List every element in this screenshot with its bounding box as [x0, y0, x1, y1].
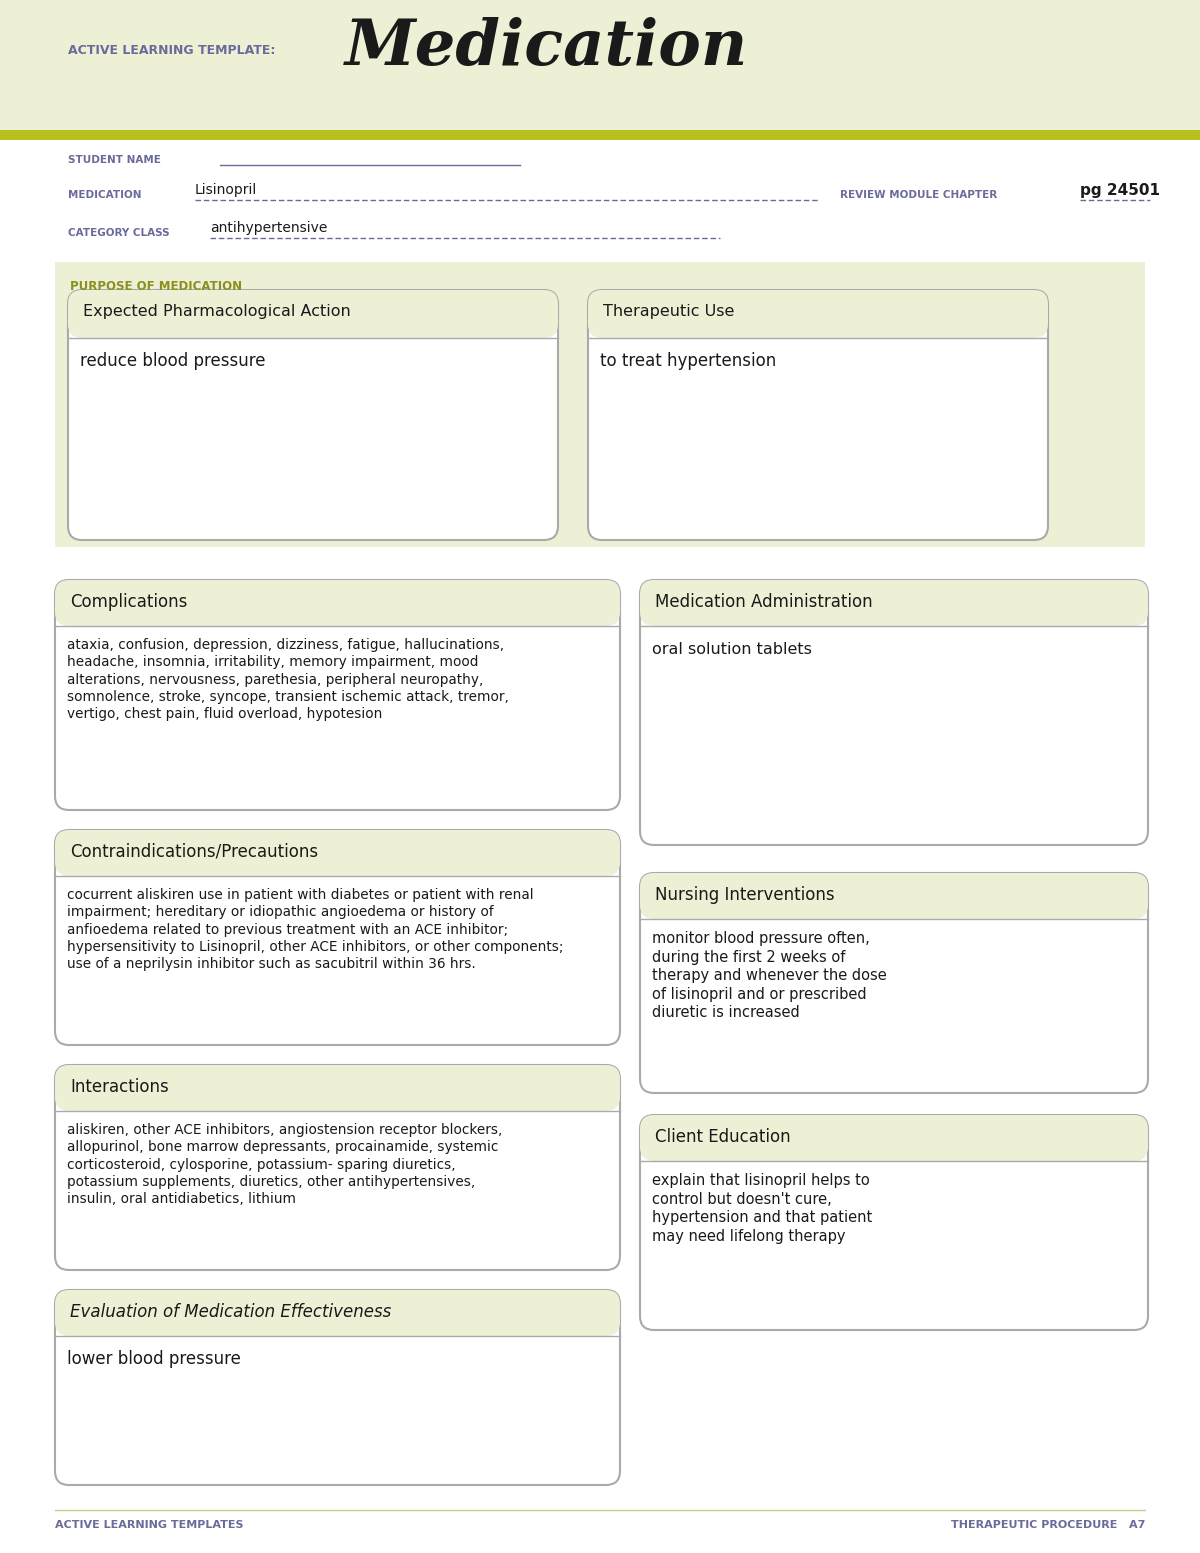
FancyBboxPatch shape — [0, 130, 1200, 140]
FancyBboxPatch shape — [640, 1115, 1148, 1329]
Text: to treat hypertension: to treat hypertension — [600, 353, 776, 370]
Text: Interactions: Interactions — [70, 1078, 169, 1096]
FancyBboxPatch shape — [640, 579, 1148, 626]
Text: aliskiren, other ACE inhibitors, angiostension receptor blockers,
allopurinol, b: aliskiren, other ACE inhibitors, angiost… — [67, 1123, 503, 1207]
FancyBboxPatch shape — [588, 290, 1048, 339]
FancyBboxPatch shape — [588, 290, 1048, 540]
FancyBboxPatch shape — [640, 579, 1148, 845]
Text: Contraindications/Precautions: Contraindications/Precautions — [70, 843, 318, 860]
FancyBboxPatch shape — [640, 873, 1148, 919]
Text: oral solution tablets: oral solution tablets — [652, 641, 812, 657]
FancyBboxPatch shape — [55, 262, 1145, 547]
Text: Medication Administration: Medication Administration — [655, 593, 872, 610]
FancyBboxPatch shape — [640, 873, 1148, 1093]
Text: Therapeutic Use: Therapeutic Use — [604, 304, 734, 318]
Text: Client Education: Client Education — [655, 1127, 791, 1146]
FancyBboxPatch shape — [55, 1291, 620, 1336]
Text: Expected Pharmacological Action: Expected Pharmacological Action — [83, 304, 350, 318]
FancyBboxPatch shape — [68, 290, 558, 540]
Text: STUDENT NAME: STUDENT NAME — [68, 155, 161, 165]
FancyBboxPatch shape — [0, 0, 1200, 130]
FancyBboxPatch shape — [55, 829, 620, 1045]
FancyBboxPatch shape — [55, 1291, 620, 1485]
Text: REVIEW MODULE CHAPTER: REVIEW MODULE CHAPTER — [840, 189, 997, 200]
Text: Evaluation of Medication Effectiveness: Evaluation of Medication Effectiveness — [70, 1303, 391, 1322]
Text: CATEGORY CLASS: CATEGORY CLASS — [68, 228, 169, 238]
Text: ACTIVE LEARNING TEMPLATES: ACTIVE LEARNING TEMPLATES — [55, 1520, 244, 1530]
Text: PURPOSE OF MEDICATION: PURPOSE OF MEDICATION — [70, 280, 242, 294]
Text: ACTIVE LEARNING TEMPLATE:: ACTIVE LEARNING TEMPLATE: — [68, 43, 275, 56]
Text: Complications: Complications — [70, 593, 187, 610]
Text: explain that lisinopril helps to
control but doesn't cure,
hypertension and that: explain that lisinopril helps to control… — [652, 1173, 872, 1244]
Text: THERAPEUTIC PROCEDURE   A7: THERAPEUTIC PROCEDURE A7 — [950, 1520, 1145, 1530]
FancyBboxPatch shape — [55, 829, 620, 876]
Text: Nursing Interventions: Nursing Interventions — [655, 887, 835, 904]
FancyBboxPatch shape — [55, 1065, 620, 1110]
Text: monitor blood pressure often,
during the first 2 weeks of
therapy and whenever t: monitor blood pressure often, during the… — [652, 930, 887, 1020]
Text: lower blood pressure: lower blood pressure — [67, 1350, 241, 1368]
Text: ataxia, confusion, depression, dizziness, fatigue, hallucinations,
headache, ins: ataxia, confusion, depression, dizziness… — [67, 638, 509, 721]
FancyBboxPatch shape — [55, 1065, 620, 1270]
Text: pg 24501: pg 24501 — [1080, 183, 1160, 197]
Text: reduce blood pressure: reduce blood pressure — [80, 353, 265, 370]
Text: cocurrent aliskiren use in patient with diabetes or patient with renal
impairmen: cocurrent aliskiren use in patient with … — [67, 888, 564, 971]
Text: Lisinopril: Lisinopril — [194, 183, 257, 197]
FancyBboxPatch shape — [55, 579, 620, 811]
FancyBboxPatch shape — [55, 579, 620, 626]
Text: antihypertensive: antihypertensive — [210, 221, 328, 235]
FancyBboxPatch shape — [68, 290, 558, 339]
Text: MEDICATION: MEDICATION — [68, 189, 142, 200]
FancyBboxPatch shape — [640, 1115, 1148, 1162]
Text: Medication: Medication — [346, 17, 749, 79]
